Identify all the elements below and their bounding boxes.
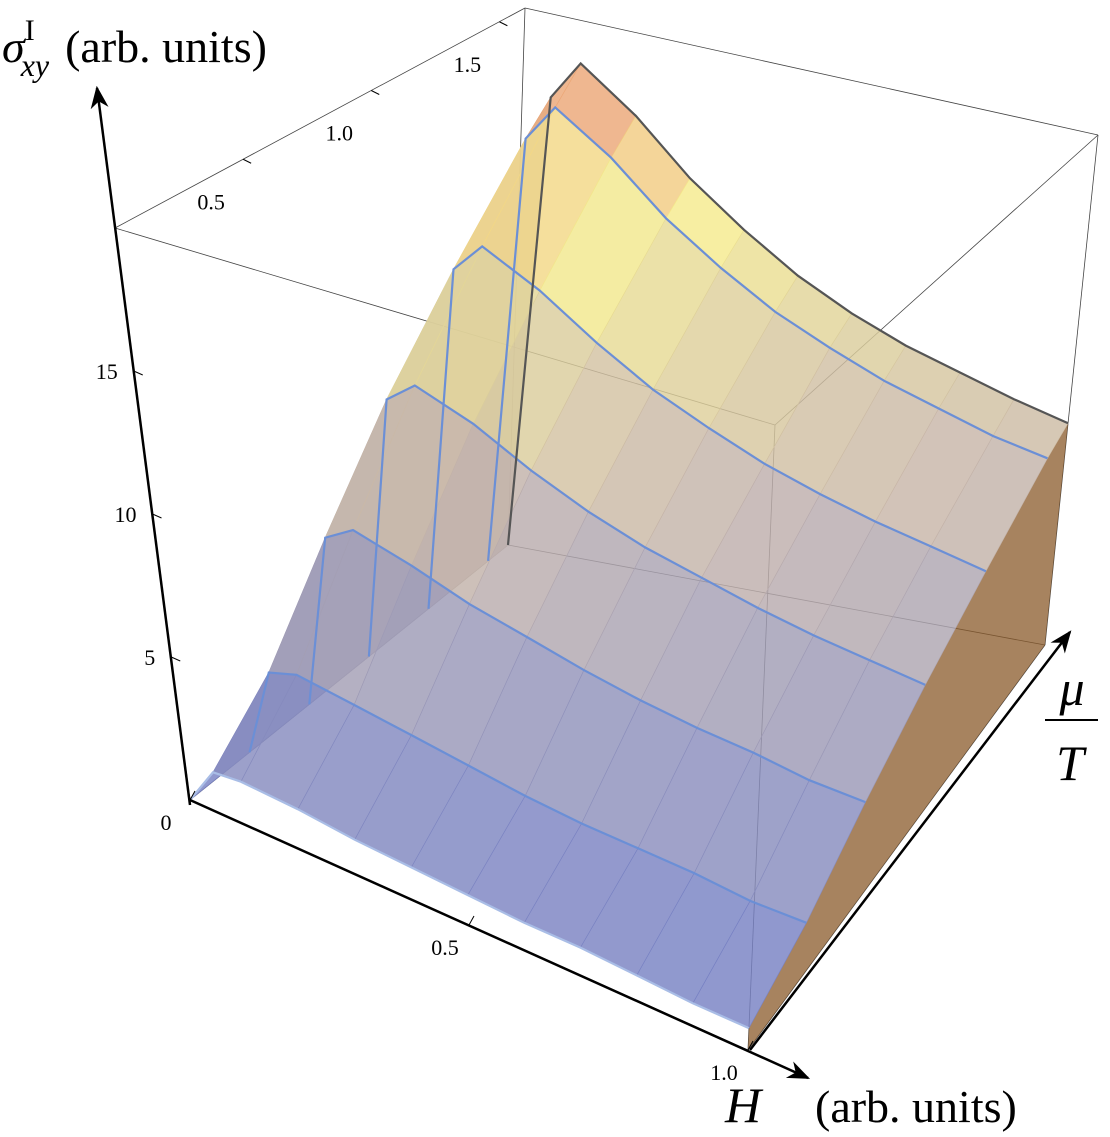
x-tick: [189, 790, 196, 801]
box-edge: [114, 7, 526, 229]
x-tick-label: 0: [161, 810, 172, 835]
cut-face: [748, 423, 1069, 1050]
slice-line: [189, 771, 750, 1030]
slice-line: [248, 671, 807, 924]
z-tick-label: 15: [96, 359, 118, 384]
slice-line: [367, 384, 926, 686]
y-tick-label: 1.5: [454, 52, 482, 77]
x-axis: [189, 798, 811, 1080]
y-tick: [371, 90, 380, 95]
y-tick-label: 0.5: [197, 189, 225, 214]
ticks: 0 0.5 1.0 0.5 1.0 1.5 5 10 15: [96, 21, 754, 1085]
y-tick: [499, 21, 508, 27]
z-symbol: σ: [2, 21, 27, 72]
x-tick-label: 1.0: [710, 1060, 738, 1085]
slice-line: [427, 245, 987, 609]
y-tick: [242, 158, 252, 164]
box-edge: [524, 7, 1099, 136]
z-axis-label: σI xy (arb. units): [2, 14, 267, 83]
y-numerator: μ: [1058, 660, 1084, 716]
y-axis: [749, 630, 1072, 1051]
z-tick: [133, 370, 143, 376]
x-units: (arb. units): [815, 1081, 1017, 1132]
z-tick-label: 5: [144, 645, 155, 670]
slice-line: [308, 528, 866, 804]
z-units: (arb. units): [65, 21, 267, 72]
surface: [189, 61, 1069, 1050]
y-tick-label: 1.0: [326, 121, 354, 146]
x-tick-label: 0.5: [431, 935, 459, 960]
z-sub: xy: [20, 47, 50, 83]
z-sup: I: [25, 14, 35, 47]
y-denominator: T: [1056, 735, 1087, 791]
z-axis: [90, 85, 192, 806]
z-tick-label: 10: [115, 502, 137, 527]
x-symbol: H: [724, 1077, 764, 1133]
z-tick: [171, 656, 181, 662]
x-tick: [468, 915, 475, 926]
x-tick: [747, 1040, 754, 1051]
z-tick: [152, 513, 162, 519]
slice-line: [506, 61, 1069, 546]
